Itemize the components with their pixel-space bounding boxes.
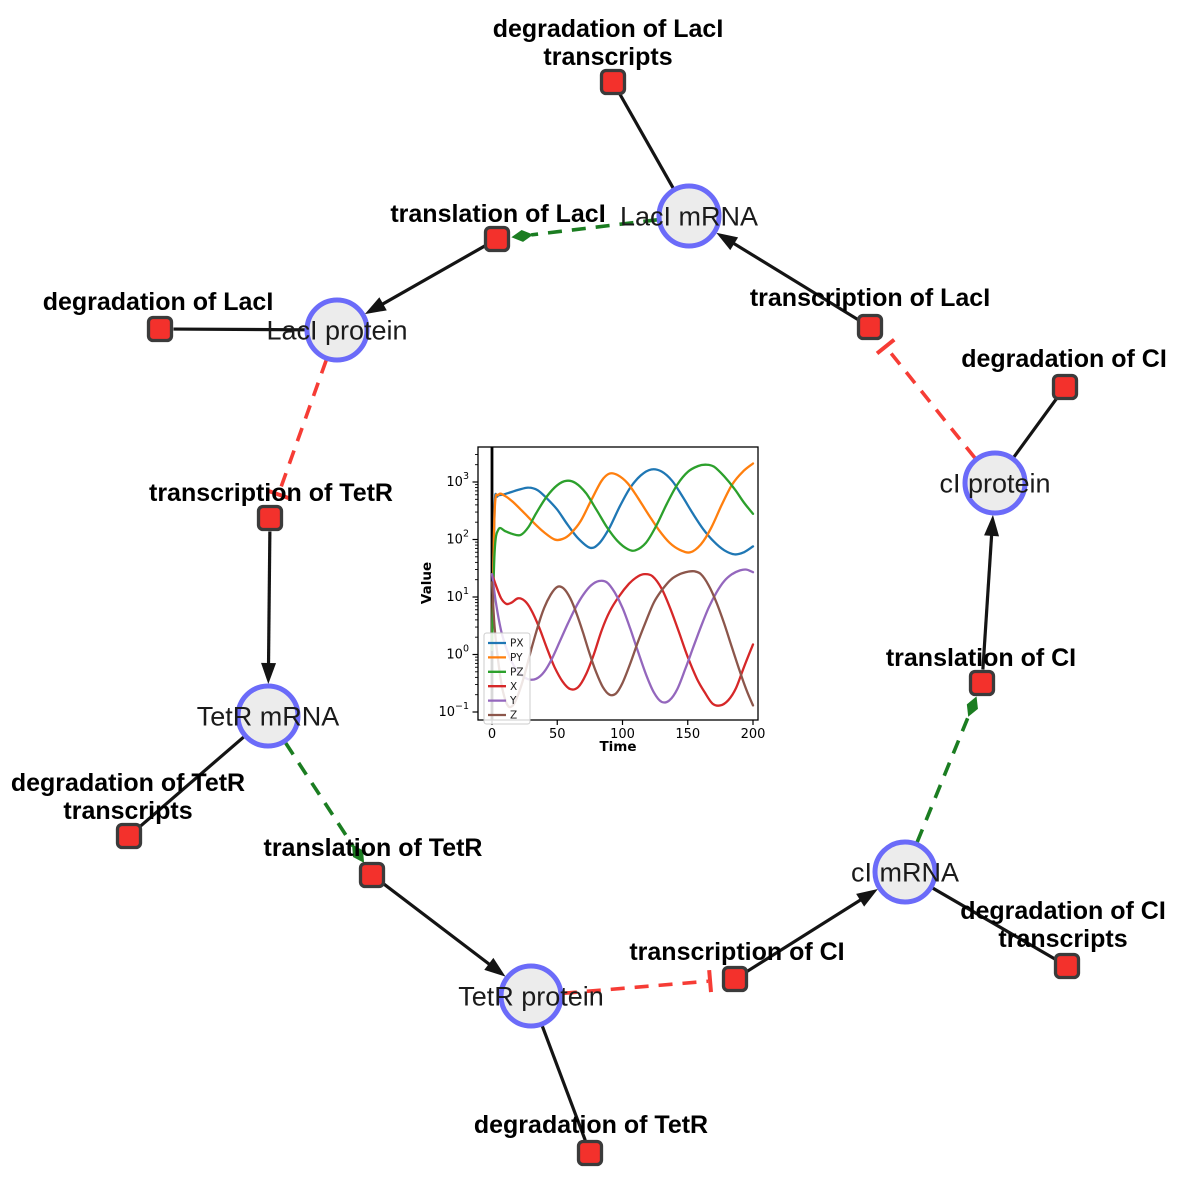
species-node-ci_mrna[interactable] [872,839,938,905]
reaction-node-deg_ci_tx[interactable] [1053,952,1081,980]
edge-txn_tetr-tetr_mrna-arrowhead [261,662,277,685]
species-label-ci_mrna: cI mRNA [851,858,959,888]
reaction-node-txn_tetr[interactable] [256,504,284,532]
reaction-label-deg_laci_tx: transcripts [543,43,672,71]
reaction-label-deg_laci: degradation of LacI [43,288,274,316]
edge-laci_mrna-transl_laci-diamond [511,230,534,242]
label-layer: LacI mRNA LacI protein cI protein cI mRNA Te… [11,15,1167,1139]
species-node-laci_protein[interactable] [304,297,370,363]
edge-txn_ci-ci_mrna [745,895,867,974]
edge-laci_protein-txn_tetr [277,359,328,494]
reaction-label-transl_ci: translation of CI [886,644,1076,672]
edge-transl_laci-laci_protein-arrowhead [364,297,387,315]
species-label-laci_mrna: LacI mRNA [620,202,758,232]
reaction-node-transl_laci[interactable] [483,225,511,253]
species-node-tetr_protein[interactable] [498,963,564,1029]
species-node-ci_protein[interactable] [962,450,1028,516]
x-tick-label: 50 [549,727,566,742]
x-tick-label: 200 [741,727,766,742]
edge-laci_mrna-deg_laci_tx [618,92,675,189]
reaction-label-transl_tetr: translation of TetR [264,834,483,862]
edge-txn_laci-laci_mrna-arrowhead [716,232,739,251]
reaction-node-deg_laci_tx[interactable] [599,68,627,96]
series-PY [490,462,755,652]
reaction-node-txn_ci[interactable] [721,965,749,993]
edge-ci_protein-deg_ci [1012,396,1059,459]
reaction-node-deg_ci[interactable] [1051,373,1079,401]
species-label-tetr_mrna: TetR mRNA [197,702,340,732]
legend-label-PX: PX [510,638,524,650]
reaction-label-deg_tetr_tx: degradation of TetR [11,769,245,797]
reaction-label-deg_tetr_tx: transcripts [63,797,192,825]
edge-txn_laci-laci_mrna [728,239,860,322]
reaction-label-deg_ci_tx: transcripts [998,925,1127,953]
edge-laci_protein-txn_tetr-tbar [267,488,290,501]
reaction-node-deg_tetr_tx[interactable] [115,822,143,850]
series-X [490,572,755,707]
reaction-node-transl_tetr[interactable] [358,861,386,889]
reaction-label-transl_laci: translation of LacI [390,200,605,228]
reaction-node-deg_laci[interactable] [146,315,174,343]
edge-txn_tetr-tetr_mrna [266,531,272,670]
edge-tetr_protein-txn_ci-tbar [707,969,713,993]
edge-laci_mrna-transl_laci [531,218,658,237]
edge-transl_laci-laci_protein [377,244,487,309]
edge-transl_ci-ci_protein-arrowhead [984,514,1000,537]
edge-ci_protein-txn_laci-tbar [875,338,896,355]
legend-label-Y: Y [509,695,517,707]
reaction-label-deg_ci: degradation of CI [961,345,1167,373]
species-label-ci_protein: cI protein [939,469,1050,499]
edge-transl_ci-ci_protein [981,529,994,670]
series-PZ [490,463,755,652]
reaction-label-txn_ci: transcription of CI [629,938,844,966]
reaction-label-deg_ci_tx: degradation of CI [960,897,1166,925]
node-layer [115,68,1081,1167]
reaction-label-deg_laci_tx: degradation of LacI [493,15,724,43]
edge-tetr_protein-txn_ci [562,979,709,996]
edge-transl_tetr-tetr_protein [381,881,495,969]
edge-laci_protein-deg_laci [173,327,306,332]
reaction-label-txn_tetr: transcription of TetR [149,479,393,507]
species-node-tetr_mrna[interactable] [235,683,301,749]
reaction-node-transl_ci[interactable] [968,669,996,697]
x-tick-label: 150 [675,727,700,742]
reaction-node-deg_tetr[interactable] [576,1139,604,1167]
edge-tetr_protein-deg_tetr [540,1025,587,1141]
reaction-label-txn_laci: transcription of LacI [750,284,990,312]
edge-ci_mrna-transl_ci [915,714,971,844]
legend-label-X: X [510,681,517,693]
species-label-laci_protein: LacI protein [266,316,407,346]
legend-label-PY: PY [510,652,523,664]
x-tick-label: 0 [488,727,496,742]
x-axis-label: Time [599,739,636,755]
species-node-laci_mrna[interactable] [656,183,722,249]
edge-ci_mrna-deg_ci_tx [931,886,1057,961]
legend-label-Z: Z [510,710,517,722]
reaction-label-deg_tetr: degradation of TetR [474,1111,708,1139]
species-label-tetr_protein: TetR protein [458,982,604,1012]
edge-tetr_mrna-deg_tetr_tx [138,735,245,829]
edge-transl_tetr-tetr_protein-arrowhead [484,957,506,977]
reaction-node-txn_laci[interactable] [856,313,884,341]
x-tick-label: 100 [610,727,635,742]
edge-txn_ci-ci_mrna-arrowhead [856,889,878,907]
edge-layer [138,92,1059,1141]
edge-ci_mrna-transl_ci-diamond [966,696,978,717]
legend-label-PZ: PZ [510,666,524,678]
legend: PX PY PZ XYZ [483,632,531,725]
y-axis-label: Value [419,562,435,604]
edge-tetr_mrna-transl_tetr [284,741,355,848]
edge-tetr_mrna-transl_tetr-diamond [352,844,365,863]
